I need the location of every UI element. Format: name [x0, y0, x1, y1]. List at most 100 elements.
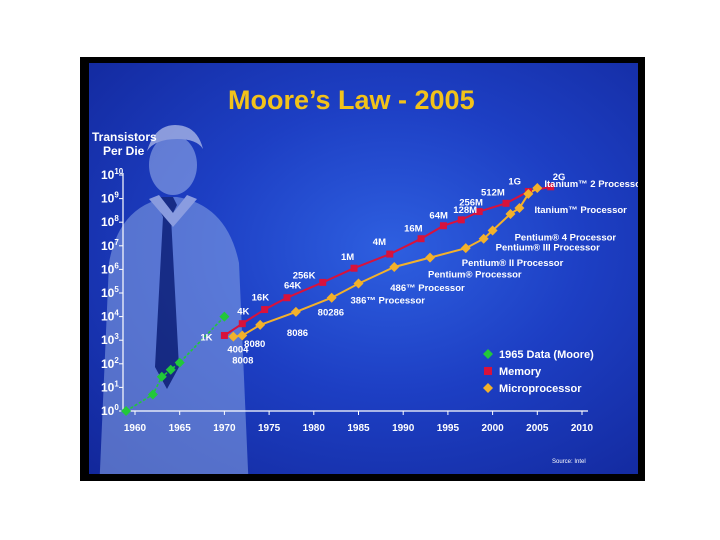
cpu-point-label: Pentium® III Processor: [496, 243, 600, 254]
microprocessor-point: [532, 182, 543, 193]
moores-law-chart: Moore’s Law - 2005 Transistors Per Die 1…: [92, 85, 638, 474]
microprocessor-point: [505, 208, 516, 219]
y-tick-label: 1010: [101, 167, 124, 182]
memory-point-label: 128M: [453, 205, 477, 216]
microprocessor-point: [326, 292, 337, 303]
microprocessor-point: [228, 331, 239, 342]
memory-point: [350, 264, 358, 272]
y-tick-label: 100: [101, 403, 119, 418]
memory-point-label: 1G: [508, 177, 521, 188]
microprocessor-point: [425, 252, 436, 263]
cpu-point-label: 486™ Processor: [390, 283, 465, 294]
x-tick-label: 1995: [437, 423, 460, 434]
x-tick-label: 1965: [169, 423, 192, 434]
memory-point-label: 1K: [200, 332, 212, 343]
chart-title: Moore’s Law - 2005: [228, 85, 475, 115]
memory-point-label: 64K: [284, 281, 302, 292]
memory-point-label: 512M: [481, 187, 505, 198]
moore-1965-point: [174, 357, 185, 368]
microprocessor-point: [523, 188, 534, 199]
microprocessor-point: [514, 203, 525, 214]
cpu-point-label: Pentium® 4 Processor: [515, 232, 617, 243]
x-tick-label: 1980: [303, 423, 326, 434]
microprocessor-point: [487, 225, 498, 236]
memory-point: [417, 235, 425, 243]
y-tick-label: 102: [101, 356, 119, 371]
x-tick-label: 2000: [481, 423, 504, 434]
legend-swatch-microprocessor: [483, 383, 493, 393]
axes: 1010 109 108 107 106 105 104 103 102 101 100 1960 19…: [101, 167, 594, 434]
memory-point: [283, 294, 291, 302]
memory-point: [502, 199, 510, 207]
series-line-moore-1965: [125, 316, 225, 412]
moore-1965-point: [165, 364, 176, 375]
memory-point-label: 4K: [237, 307, 249, 318]
microprocessor-point: [353, 278, 364, 289]
memory-point-label: 1M: [341, 252, 354, 263]
y-axis-label-line1: Transistors: [92, 130, 157, 144]
memory-point: [238, 320, 246, 328]
cpu-point-label: Itanium™ 2 Processor: [544, 179, 638, 190]
memory-point: [319, 278, 327, 286]
source-note: Source: Intel: [552, 459, 586, 465]
memory-point-label: 256M: [459, 198, 483, 209]
x-tick-label: 1990: [392, 423, 415, 434]
y-axis-label-line2: Per Die: [103, 144, 145, 158]
legend: 1965 Data (Moore) Memory Microprocessor: [483, 349, 594, 395]
moore-1965-point: [147, 389, 158, 400]
memory-point-label: 256K: [293, 270, 316, 281]
legend-label-memory: Memory: [499, 366, 542, 378]
legend-label-moore-1965: 1965 Data (Moore): [499, 349, 594, 361]
microprocessor-point: [389, 262, 400, 273]
memory-point: [220, 331, 228, 339]
memory-point: [457, 216, 465, 224]
cpu-point-label: 8086: [287, 328, 308, 339]
memory-point-label: 2G: [553, 172, 566, 183]
memory-point: [386, 250, 394, 258]
memory-point: [439, 222, 447, 230]
microprocessor-point: [237, 330, 248, 341]
microprocessor-point: [255, 319, 266, 330]
cpu-point-label: Pentium® Processor: [428, 270, 522, 281]
memory-point-label: 16K: [252, 293, 270, 304]
chart-panel: Moore’s Law - 2005 Transistors Per Die 1…: [89, 63, 638, 474]
microprocessor-point: [478, 233, 489, 244]
x-tick-label: 1970: [213, 423, 236, 434]
legend-swatch-moore-1965: [483, 349, 493, 359]
x-tick-label: 2010: [571, 423, 594, 434]
x-tick-label: 1960: [124, 423, 147, 434]
cpu-point-label: Pentium® II Processor: [462, 258, 564, 269]
series-markers: [121, 182, 555, 416]
memory-point-label: 16M: [404, 224, 423, 235]
cpu-point-label: 4004: [227, 345, 249, 356]
memory-point: [475, 208, 483, 216]
y-tick-label: 101: [101, 379, 119, 394]
moore-1965-point: [156, 371, 167, 382]
y-tick-label: 107: [101, 238, 119, 253]
series-line-memory: [223, 185, 551, 337]
x-tick-label: 1985: [347, 423, 370, 434]
cpu-point-label: 386™ Processor: [351, 296, 426, 307]
y-tick-label: 104: [101, 309, 119, 324]
cpu-point-label: 8008: [232, 355, 253, 366]
y-tick-label: 105: [101, 285, 119, 300]
microprocessor-point: [460, 243, 471, 254]
legend-label-microprocessor: Microprocessor: [499, 383, 582, 395]
legend-swatch-memory: [484, 367, 492, 375]
cpu-point-label: 8080: [244, 339, 265, 350]
microprocessor-point: [290, 306, 301, 317]
memory-point: [547, 183, 555, 191]
x-tick-label: 2005: [526, 423, 549, 434]
moore-1965-point: [219, 311, 230, 322]
y-tick-label: 106: [101, 261, 119, 276]
y-tick-label: 109: [101, 191, 119, 206]
y-tick-label: 103: [101, 332, 119, 347]
cpu-point-label: 80286: [318, 308, 344, 319]
y-tick-label: 108: [101, 214, 119, 229]
moore-1965-point: [121, 406, 132, 416]
memory-point-label: 64M: [429, 211, 448, 222]
memory-point-label: 4M: [373, 237, 386, 248]
presenter-photo: [99, 125, 249, 474]
memory-point: [261, 306, 269, 314]
